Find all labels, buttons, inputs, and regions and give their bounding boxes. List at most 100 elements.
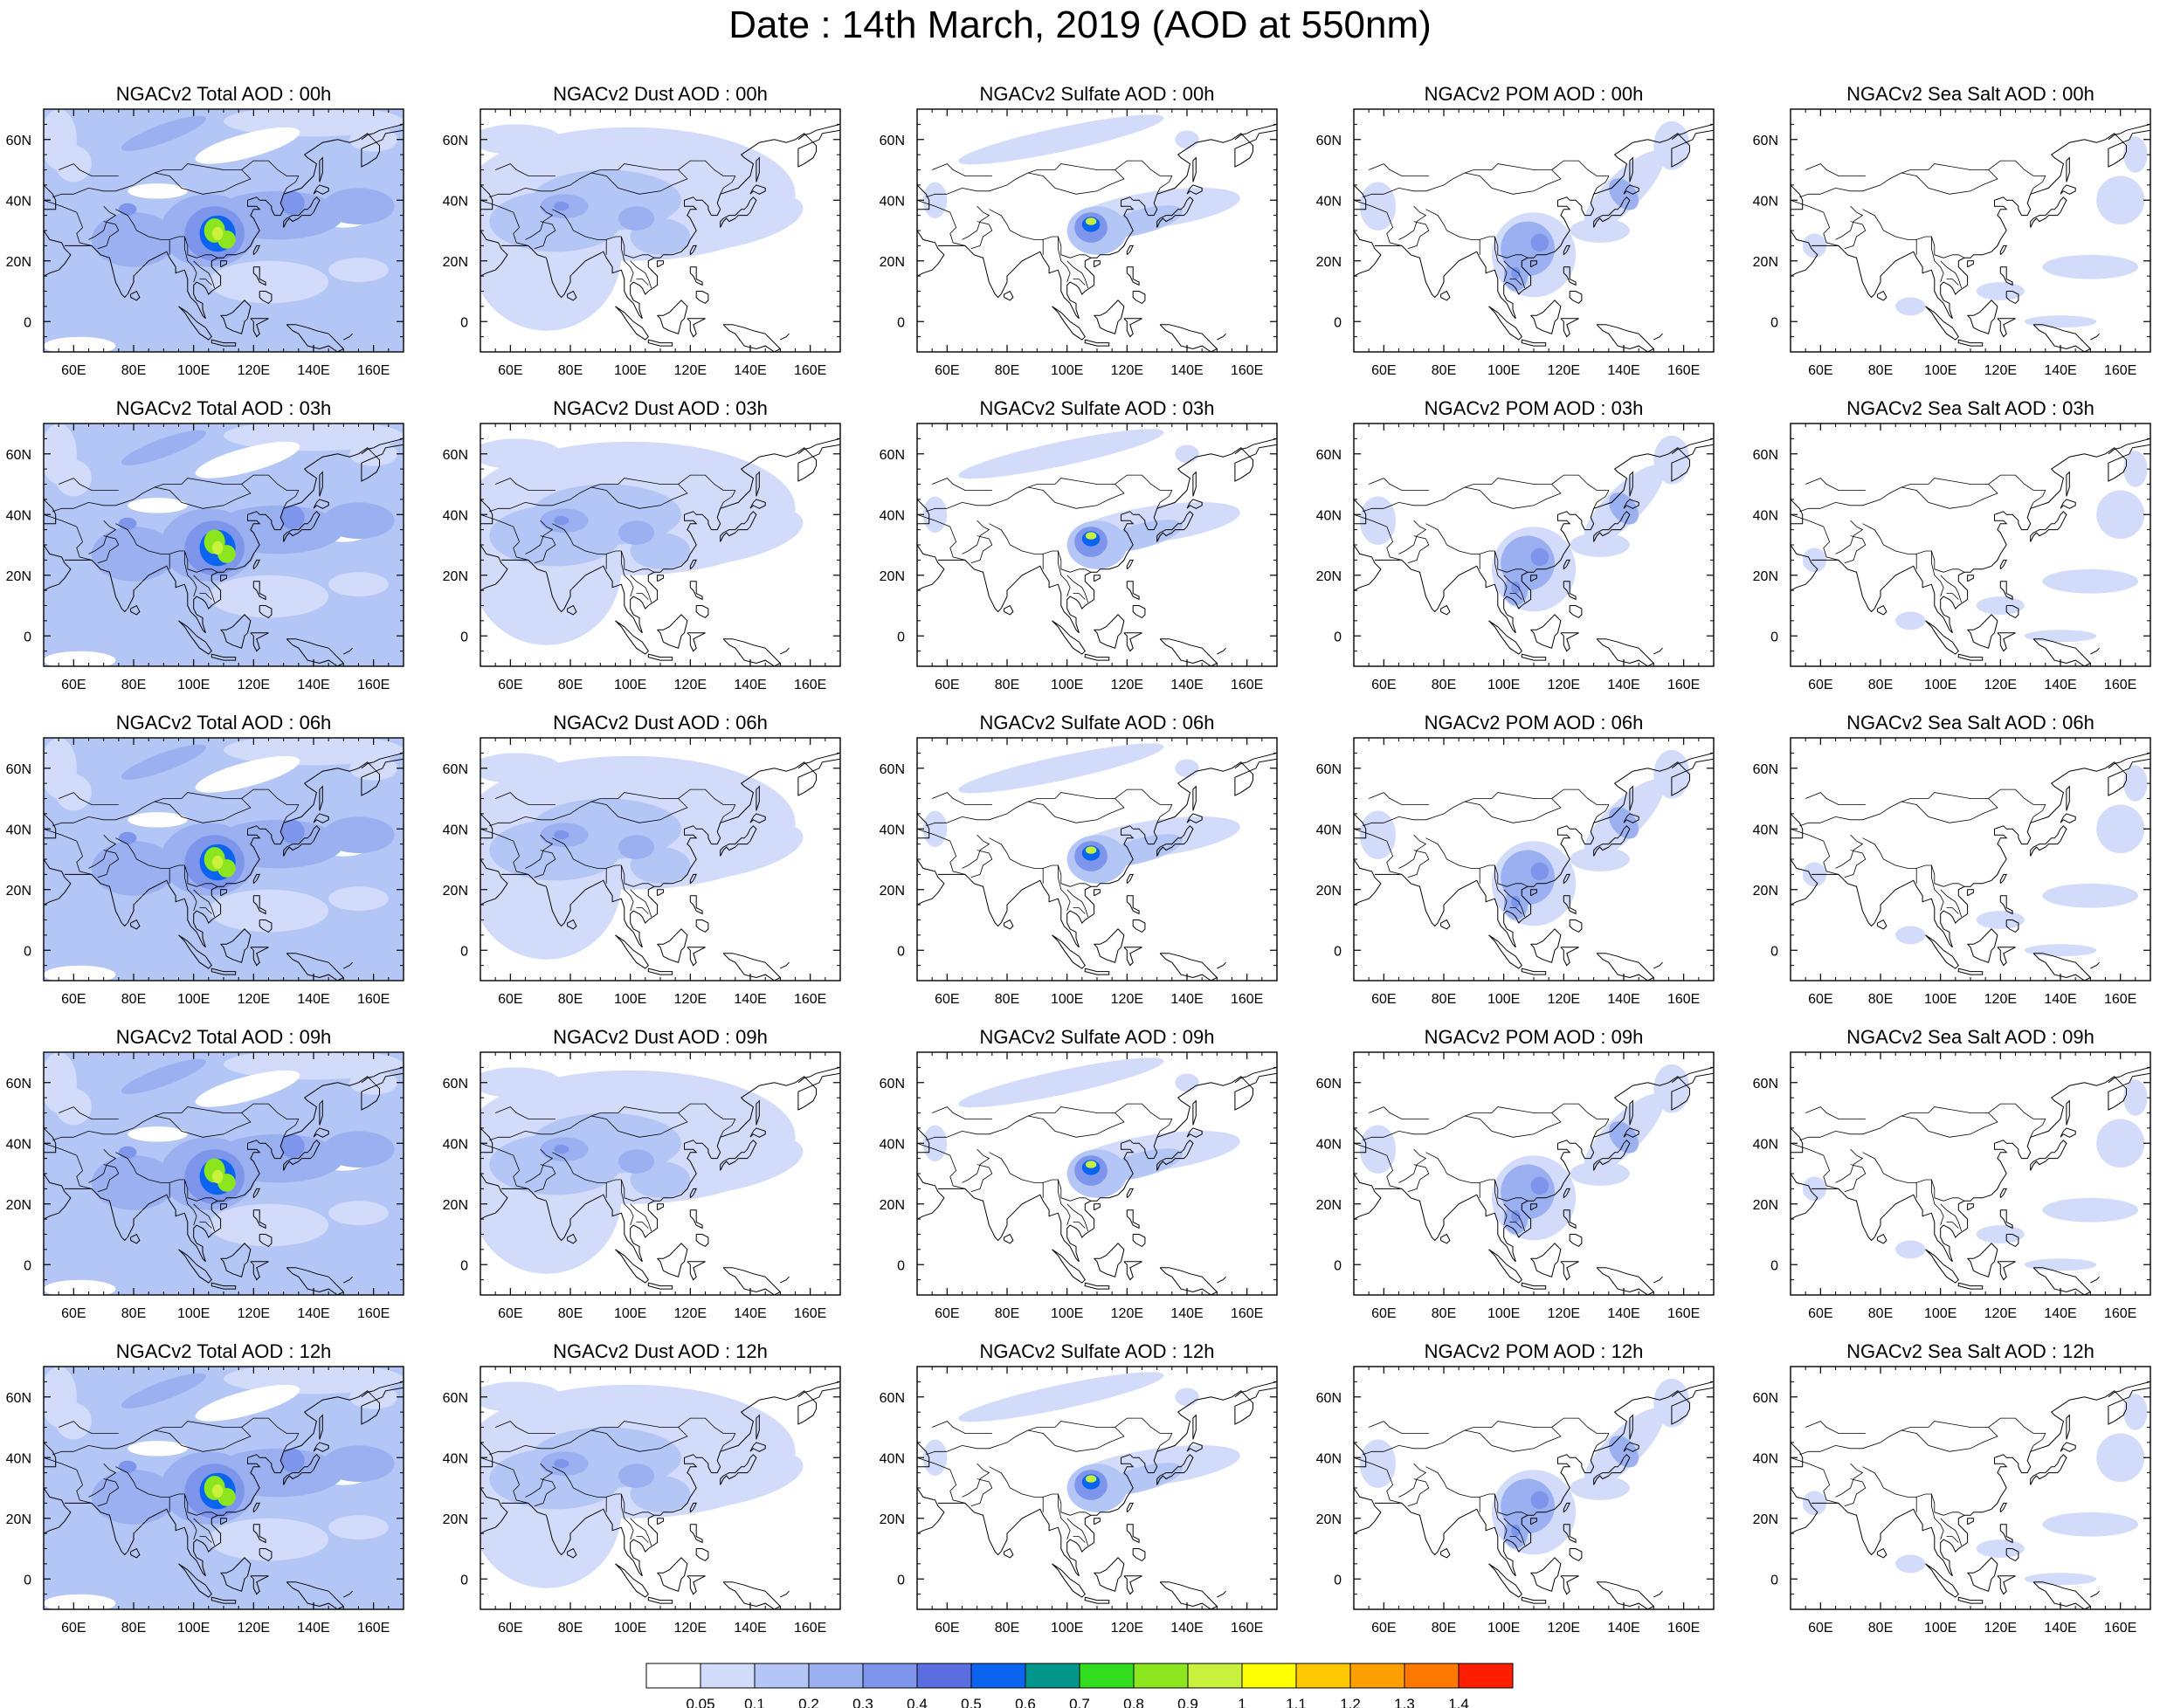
lat-tick-label: 40N xyxy=(1316,508,1342,523)
lon-tick-label: 80E xyxy=(995,992,1019,1007)
lat-tick-label: 40N xyxy=(1753,1451,1778,1466)
lat-tick-label: 20N xyxy=(1753,1512,1778,1527)
lon-tick-label: 140E xyxy=(1170,678,1203,692)
lat-tick-label: 60N xyxy=(6,448,31,463)
colorbar-label: 0.4 xyxy=(907,1696,928,1708)
lon-tick-label: 100E xyxy=(614,678,646,692)
map-panel-pom-09h: NGACv2 POM AOD : 09h 60E 80E 100E 120E 140E 16… xyxy=(1316,1026,1715,1321)
coastlines xyxy=(480,752,840,981)
map-panel-total-09h: NGACv2 Total AOD : 09h 60E 80E 100E 120E 140E… xyxy=(6,1026,404,1321)
lon-tick-label: 140E xyxy=(1607,363,1639,378)
panel-title: NGACv2 Sea Salt AOD : 12h xyxy=(1846,1340,2094,1362)
lon-tick-label: 100E xyxy=(1487,1621,1520,1636)
map-panel-sea-salt-03h: NGACv2 Sea Salt AOD : 03h 60E 80E 100E 120E 1… xyxy=(1753,397,2151,692)
lon-tick-label: 60E xyxy=(1808,992,1832,1007)
lon-tick-label: 120E xyxy=(1984,678,2017,692)
panel-title: NGACv2 Sulfate AOD : 00h xyxy=(979,83,1214,105)
lon-tick-label: 120E xyxy=(674,1621,707,1636)
lon-tick-label: 100E xyxy=(1924,1621,1956,1636)
lon-tick-label: 60E xyxy=(61,363,86,378)
colorbar-swatch xyxy=(1349,1663,1405,1689)
panel-title: NGACv2 Total AOD : 00h xyxy=(116,83,332,105)
lon-tick-label: 60E xyxy=(61,992,86,1007)
lat-tick-label: 40N xyxy=(6,823,31,837)
lon-tick-label: 100E xyxy=(177,678,210,692)
aod-field xyxy=(480,424,840,666)
map-panels-grid: NGACv2 Total AOD : 00h 60E 80E 100E 120E 140E… xyxy=(6,83,2151,1636)
lon-tick-label: 100E xyxy=(1924,1306,1956,1321)
lon-tick-label: 160E xyxy=(357,1621,390,1636)
lat-tick-label: 0 xyxy=(897,1258,905,1273)
lat-tick-label: 60N xyxy=(443,134,468,148)
national-borders xyxy=(480,1417,736,1546)
colorbar-swatch xyxy=(916,1663,972,1689)
lon-tick-label: 160E xyxy=(2104,1621,2136,1636)
coastlines xyxy=(1791,752,2150,981)
lon-tick-label: 80E xyxy=(121,1306,146,1321)
map-panel-dust-09h: NGACv2 Dust AOD : 09h 60E 80E 100E 120E 140E 1… xyxy=(443,1026,841,1321)
lat-tick-label: 60N xyxy=(6,1077,31,1092)
national-borders xyxy=(1354,789,1610,918)
lon-tick-label: 160E xyxy=(1231,992,1263,1007)
national-borders xyxy=(1354,1417,1610,1546)
panel-title: NGACv2 Total AOD : 09h xyxy=(116,1026,332,1048)
aod-field xyxy=(480,109,840,352)
aod-field xyxy=(480,1367,840,1609)
lat-tick-label: 0 xyxy=(24,944,31,959)
map-panel-sea-salt-12h: NGACv2 Sea Salt AOD : 12h 60E 80E 100E 120E 1… xyxy=(1753,1340,2151,1636)
lon-tick-label: 100E xyxy=(614,1306,646,1321)
lat-tick-label: 60N xyxy=(6,762,31,777)
lon-tick-label: 160E xyxy=(1231,1306,1263,1321)
lat-tick-label: 20N xyxy=(6,884,31,899)
lon-tick-label: 60E xyxy=(1808,678,1832,692)
lat-tick-label: 20N xyxy=(443,569,468,584)
colorbar-swatch xyxy=(1079,1663,1135,1689)
colorbar-label: 1.1 xyxy=(1286,1696,1307,1708)
map-panel-pom-00h: NGACv2 POM AOD : 00h 60E 80E 100E 120E 140E 16… xyxy=(1316,83,1715,378)
lon-tick-label: 100E xyxy=(1051,678,1083,692)
lon-tick-label: 80E xyxy=(558,1306,583,1321)
lon-tick-label: 160E xyxy=(794,1306,826,1321)
colorbar-label: 0.8 xyxy=(1123,1696,1144,1708)
lon-tick-label: 100E xyxy=(1051,1621,1083,1636)
lon-tick-label: 120E xyxy=(1548,363,1580,378)
lat-tick-label: 0 xyxy=(897,630,905,644)
lon-tick-label: 140E xyxy=(297,1621,329,1636)
lon-tick-label: 160E xyxy=(794,363,826,378)
lon-tick-label: 60E xyxy=(935,1306,959,1321)
lon-tick-label: 160E xyxy=(357,1306,390,1321)
national-borders xyxy=(1791,1103,2046,1232)
colorbar-swatch xyxy=(645,1663,701,1689)
coastlines xyxy=(480,1066,840,1295)
lat-tick-label: 40N xyxy=(443,1451,468,1466)
lon-tick-label: 80E xyxy=(1432,678,1456,692)
panel-title: NGACv2 Dust AOD : 03h xyxy=(553,397,768,419)
lon-tick-label: 60E xyxy=(498,1621,522,1636)
map-panel-sulfate-03h: NGACv2 Sulfate AOD : 03h 60E 80E 100E 120E 14… xyxy=(880,397,1278,692)
lon-tick-label: 120E xyxy=(1548,1306,1580,1321)
national-borders xyxy=(1354,1103,1610,1232)
map-panel-dust-03h: NGACv2 Dust AOD : 03h 60E 80E 100E 120E 140E 1… xyxy=(443,397,841,692)
colorbar-label: 1 xyxy=(1238,1696,1246,1708)
lat-tick-label: 40N xyxy=(1753,508,1778,523)
lat-tick-label: 60N xyxy=(443,1077,468,1092)
lon-tick-label: 80E xyxy=(1432,992,1456,1007)
map-panel-sulfate-09h: NGACv2 Sulfate AOD : 09h 60E 80E 100E 120E 14… xyxy=(880,1026,1278,1321)
colorbar-label: 0.5 xyxy=(961,1696,982,1708)
lat-tick-label: 0 xyxy=(24,315,31,330)
lon-tick-label: 60E xyxy=(1371,678,1396,692)
lat-tick-label: 40N xyxy=(443,194,468,209)
coastlines xyxy=(480,123,840,352)
figure-title: Date : 14th March, 2019 (AOD at 550nm) xyxy=(728,3,1432,46)
lat-tick-label: 0 xyxy=(1770,1258,1778,1273)
lat-tick-label: 20N xyxy=(880,884,905,899)
lon-tick-label: 80E xyxy=(1432,1306,1456,1321)
national-borders xyxy=(1791,474,2046,603)
coastlines xyxy=(917,437,1277,666)
colorbar-swatch xyxy=(1187,1663,1243,1689)
lon-tick-label: 60E xyxy=(498,363,522,378)
lat-tick-label: 40N xyxy=(1753,1137,1778,1152)
lon-tick-label: 100E xyxy=(177,1621,210,1636)
panel-title: NGACv2 POM AOD : 12h xyxy=(1425,1340,1644,1362)
lat-tick-label: 40N xyxy=(880,1137,905,1152)
